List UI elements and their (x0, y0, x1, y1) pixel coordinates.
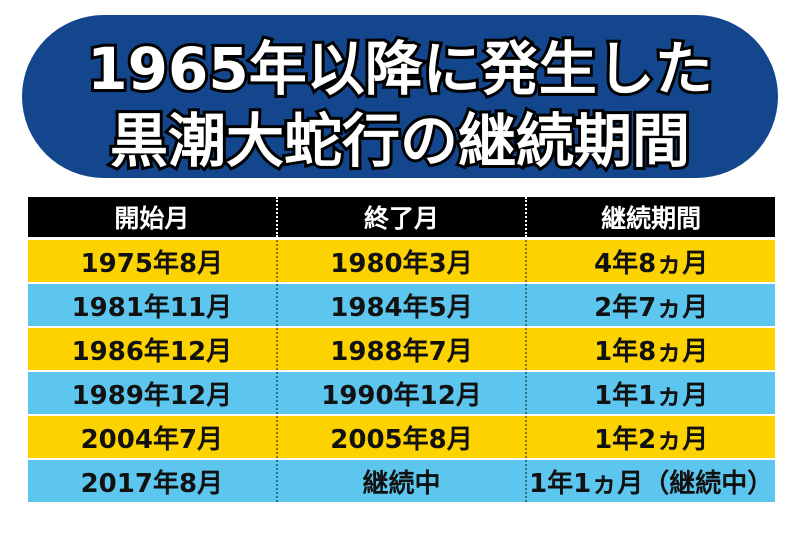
title-svg: 1965年以降に発生した 黒潮大蛇行の継続期間 (84, 32, 715, 178)
table-cell: 2004年7月 (80, 424, 224, 455)
table-cell: 1980年3月 (275, 240, 526, 282)
table-cell: 2年7ヵ月 (525, 284, 775, 326)
table-cell: 1年8ヵ月 (525, 328, 775, 370)
title-banner: 1965年以降に発生した 黒潮大蛇行の継続期間 (22, 15, 778, 178)
table-cell: 1986年12月 (71, 336, 233, 367)
table: 開始月 終了月 継続期間 1975年8月 1980年3月 4年8ヵ月 1981年11月 198… (28, 197, 775, 504)
table-row: 1989年12月 1990年12月 1年1ヵ月 (28, 372, 775, 414)
table-row: 2017年8月 継続中 1年1ヵ月（継続中） (28, 460, 775, 502)
table-row: 1981年11月 1984年5月 2年7ヵ月 (28, 284, 775, 326)
header-cell: 継続期間 (525, 197, 775, 237)
table-cell: 1988年7月 (275, 328, 526, 370)
table-cell: 1年2ヵ月 (525, 416, 775, 458)
table-row: 2004年7月 2005年8月 1年2ヵ月 (28, 416, 775, 458)
title-line: 1965年以降に発生した (87, 35, 712, 103)
table-cell: 2005年8月 (275, 416, 526, 458)
table-cell: 1984年5月 (275, 284, 526, 326)
table-cell: 2017年8月 (80, 468, 224, 499)
table-cell: 継続中 (275, 460, 526, 502)
table-row: 1986年12月 1988年7月 1年8ヵ月 (28, 328, 775, 370)
table-cell: 1年1ヵ月（継続中） (525, 460, 775, 502)
table-cell: 1989年12月 (71, 380, 233, 411)
header-row: 開始月 終了月 継続期間 (28, 197, 775, 237)
table-cell: 1年1ヵ月 (525, 372, 775, 414)
table-cell: 1975年8月 (80, 248, 224, 279)
header-cell: 終了月 (275, 197, 526, 237)
table-cell: 1990年12月 (275, 372, 526, 414)
table-row: 1975年8月 1980年3月 4年8ヵ月 (28, 240, 775, 282)
title-line: 黒潮大蛇行の継続期間 (110, 107, 690, 175)
table-cell: 1981年11月 (71, 292, 233, 323)
table-cell: 4年8ヵ月 (525, 240, 775, 282)
header-cell: 開始月 (114, 204, 190, 233)
